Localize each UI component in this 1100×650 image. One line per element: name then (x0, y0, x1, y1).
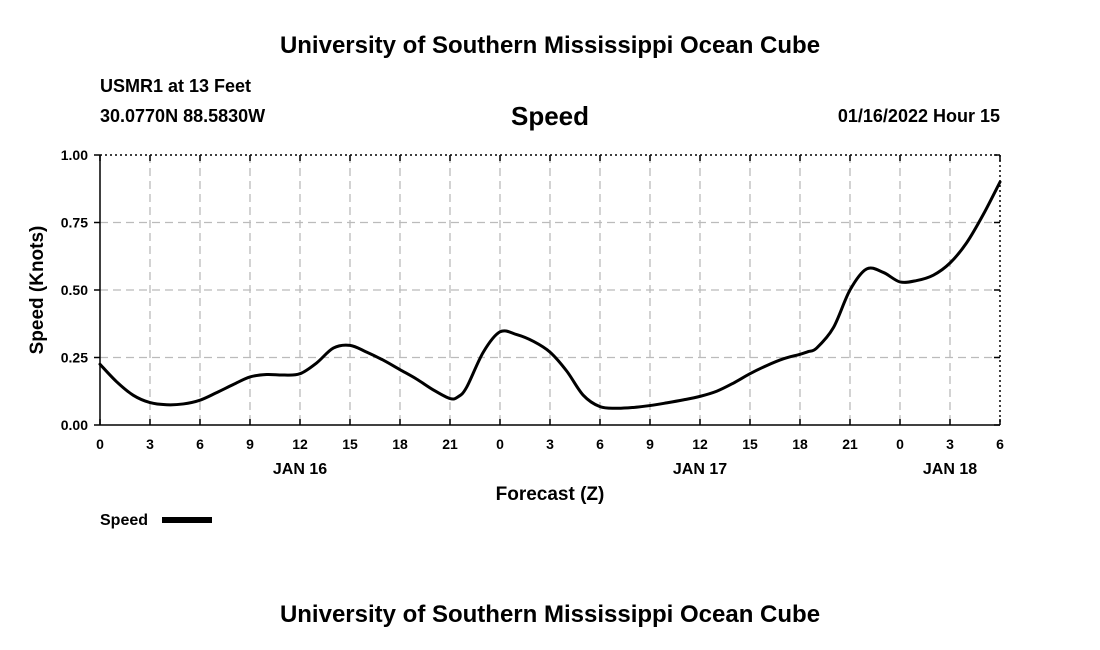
y-axis-label: Speed (Knots) (27, 226, 48, 355)
grid-lines (100, 155, 1000, 425)
date-label: JAN 18 (923, 461, 977, 478)
speed-chart: 0.00 0.25 0.50 0.75 1.00 0 3 6 9 12 15 18 21 0 3 6 9 12 1… (27, 147, 1004, 529)
x-tick-label: 21 (842, 436, 858, 452)
x-tick-label: 18 (392, 436, 408, 452)
x-tick-label: 6 (196, 436, 204, 452)
x-tick-label: 21 (442, 436, 458, 452)
x-tick-label: 15 (342, 436, 358, 452)
coordinates-label: 30.0770N 88.5830W (100, 106, 266, 126)
page-title: University of Southern Mississippi Ocean… (279, 32, 821, 59)
y-tick-label: 0.50 (61, 282, 88, 298)
x-tick-label: 15 (742, 436, 758, 452)
x-tick-label: 12 (292, 436, 308, 452)
series-lines (98, 180, 1002, 410)
x-tick-label: 18 (792, 436, 808, 452)
y-tick-label: 0.25 (61, 350, 88, 366)
x-tick-label: 3 (146, 436, 154, 452)
x-tick-label: 3 (546, 436, 554, 452)
x-axis-label: Forecast (Z) (496, 484, 605, 505)
series-line-speed (98, 180, 1002, 410)
y-tick-label: 0.00 (61, 417, 88, 433)
legend-label: Speed (100, 512, 148, 529)
x-tick-label: 0 (896, 436, 904, 452)
date-label: JAN 17 (673, 461, 727, 478)
x-tick-label: 12 (692, 436, 708, 452)
date-label: 01/16/2022 Hour 15 (837, 106, 1000, 126)
x-tick-label: 3 (946, 436, 954, 452)
x-tick-label: 6 (996, 436, 1004, 452)
y-tick-labels: 0.00 0.25 0.50 0.75 1.00 (61, 147, 88, 433)
x-tick-label: 6 (596, 436, 604, 452)
legend: Speed (100, 512, 212, 529)
x-tick-label: 9 (646, 436, 654, 452)
x-tick-labels: 0 3 6 9 12 15 18 21 0 3 6 9 12 15 18 21 0 3 6 (96, 436, 1004, 452)
y-tick-label: 1.00 (61, 147, 88, 163)
date-label: JAN 16 (273, 461, 327, 478)
x-tick-label: 9 (246, 436, 254, 452)
station-label: USMR1 at 13 Feet (100, 76, 252, 96)
x-tick-label: 0 (96, 436, 104, 452)
x-tick-label: 0 (496, 436, 504, 452)
y-tick-label: 0.75 (61, 215, 88, 231)
footer-title: University of Southern Mississippi Ocean… (279, 601, 821, 628)
date-labels: JAN 16 JAN 17 JAN 18 (273, 461, 977, 478)
tick-marks (94, 154, 1001, 426)
chart-title: Speed (510, 101, 590, 131)
